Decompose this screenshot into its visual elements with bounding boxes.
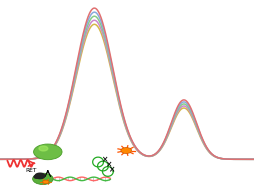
Text: ×: ×	[104, 160, 111, 170]
Text: ×: ×	[108, 165, 114, 174]
Circle shape	[34, 176, 39, 178]
Circle shape	[33, 173, 53, 184]
Circle shape	[35, 173, 45, 179]
Circle shape	[34, 144, 62, 160]
Circle shape	[42, 180, 49, 184]
Circle shape	[120, 148, 131, 153]
Circle shape	[39, 146, 48, 151]
Text: ×: ×	[101, 156, 107, 164]
Text: RET: RET	[25, 168, 36, 174]
